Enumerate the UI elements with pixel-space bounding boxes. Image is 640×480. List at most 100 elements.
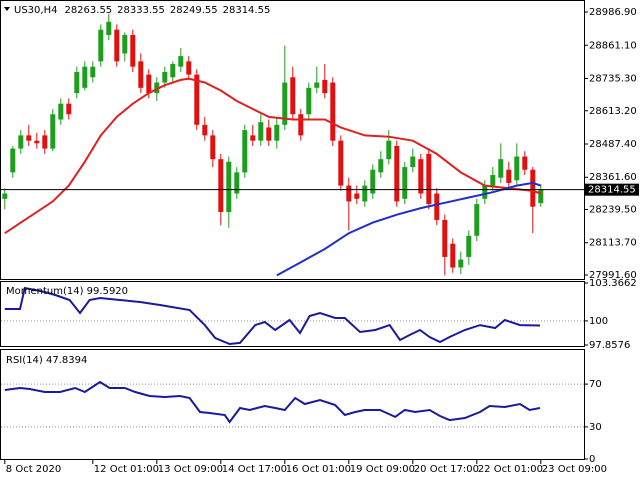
- candle-body: [66, 103, 72, 115]
- candle-body: [298, 114, 304, 136]
- x-tick-label: 16 Oct 01:00: [286, 464, 351, 475]
- x-tick-label: 8 Oct 2020: [6, 464, 61, 475]
- price-label-box: [585, 183, 639, 196]
- candle-body: [2, 193, 8, 199]
- candle-body: [234, 172, 240, 194]
- main-panel: [0, 0, 585, 280]
- candle-body: [90, 66, 96, 78]
- candle-body: [178, 56, 184, 67]
- candle-body: [274, 124, 280, 141]
- y-tick-label: 0: [589, 454, 595, 465]
- y-tick-label: 103.3662: [589, 278, 637, 289]
- y-tick-label: 27991.60: [589, 270, 637, 281]
- collapse-arrow[interactable]: [4, 7, 10, 11]
- candle-body: [410, 156, 416, 168]
- candle-body: [162, 71, 168, 83]
- y-tick-label: 97.8576: [589, 340, 630, 351]
- y-tick-label: 100: [589, 316, 608, 327]
- candle-body: [194, 74, 200, 125]
- indicator-title: RSI(14) 47.8394: [6, 355, 87, 366]
- candle-body: [434, 193, 440, 220]
- candle-body: [82, 66, 88, 88]
- header-close: 28314.55: [223, 5, 271, 16]
- momentum-panel: [0, 281, 585, 347]
- candle-body: [154, 82, 160, 94]
- moving-average: [4, 77, 542, 235]
- candle-body: [26, 135, 32, 141]
- y-tick-label: 30: [589, 422, 602, 433]
- y-tick-label: 70: [589, 379, 602, 390]
- candle-body: [442, 219, 448, 257]
- candle-body: [514, 156, 520, 181]
- y-tick-label: 28735.30: [589, 73, 637, 84]
- candle-body: [42, 135, 48, 149]
- candle-body: [458, 259, 464, 268]
- candle-body: [522, 156, 528, 170]
- candle-body: [538, 189, 544, 204]
- candle-body: [282, 82, 288, 125]
- header-high: 28333.55: [117, 5, 165, 16]
- x-tick-label: 23 Oct 09:00: [542, 464, 607, 475]
- candle-body: [290, 77, 296, 115]
- candle-body: [138, 61, 144, 88]
- x-tick-label: 14 Oct 17:00: [222, 464, 287, 475]
- candle-body: [346, 185, 352, 202]
- x-tick-label: 12 Oct 01:00: [94, 464, 159, 475]
- candle-body: [146, 74, 152, 94]
- y-tick-label: 28113.70: [589, 238, 637, 249]
- candle-body: [450, 243, 456, 268]
- moving-average: [276, 181, 542, 277]
- candle-body: [306, 87, 312, 115]
- candle-body: [106, 21, 112, 35]
- candle-body: [370, 169, 376, 194]
- candle-body: [426, 153, 432, 205]
- candle-body: [490, 175, 496, 186]
- y-tick-label: 28239.50: [589, 205, 637, 216]
- candle-body: [354, 193, 360, 199]
- candle-body: [330, 82, 336, 141]
- header-open: 28263.55: [64, 5, 112, 16]
- candle-body: [530, 169, 536, 207]
- candle-body: [338, 140, 344, 186]
- rsi-panel: [0, 349, 585, 460]
- candle-body: [34, 140, 40, 144]
- candle-body: [386, 140, 392, 160]
- x-tick-label: 13 Oct 09:00: [158, 464, 223, 475]
- candle-body: [98, 29, 104, 62]
- chart-title: US30,H4: [14, 5, 57, 16]
- candle-body: [322, 79, 328, 94]
- x-tick-label: 19 Oct 09:00: [350, 464, 415, 475]
- indicator-line: [4, 286, 541, 346]
- candle-body: [114, 29, 120, 62]
- candle-body: [130, 34, 136, 67]
- indicator-line: [4, 380, 541, 424]
- y-tick-label: 28986.90: [589, 7, 637, 18]
- x-tick-label: 20 Oct 17:00: [414, 464, 479, 475]
- candle-body: [122, 34, 128, 54]
- candle-body: [74, 71, 80, 94]
- candle-body: [314, 82, 320, 88]
- candle-body: [202, 124, 208, 136]
- candle-body: [18, 135, 24, 149]
- candle-body: [10, 148, 16, 173]
- candle-body: [50, 114, 56, 149]
- candle-body: [186, 61, 192, 75]
- candle-body: [474, 204, 480, 236]
- indicator-title: Momentum(14) 99.5920: [6, 286, 128, 297]
- candle-body: [218, 159, 224, 213]
- candle-body: [226, 161, 232, 213]
- candle-body: [418, 159, 424, 194]
- candle-body: [498, 159, 504, 178]
- candle-body: [362, 185, 368, 202]
- x-tick-label: 22 Oct 01:00: [478, 464, 543, 475]
- header-low: 28249.55: [170, 5, 218, 16]
- candle-body: [58, 103, 64, 120]
- candle-body: [378, 159, 384, 173]
- y-tick-label: 28487.40: [589, 139, 637, 150]
- candle-body: [258, 122, 264, 141]
- candle-body: [402, 167, 408, 199]
- candle-body: [506, 169, 512, 183]
- y-tick-label: 28361.60: [589, 172, 637, 183]
